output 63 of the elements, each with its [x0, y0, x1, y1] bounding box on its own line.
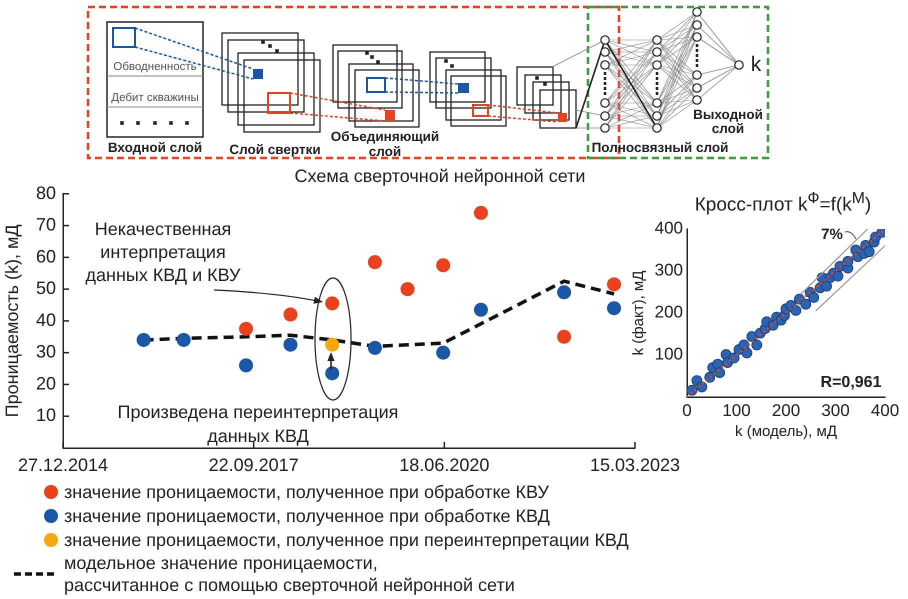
point — [400, 282, 415, 296]
point — [800, 298, 812, 310]
point — [436, 346, 450, 360]
y-tick-label: 30 — [36, 342, 56, 362]
legend-label: модельное значение проницаемости, рассчитанное с помощью сверточной нейронной сети — [64, 552, 515, 596]
y-tick-label: 400 — [654, 218, 683, 238]
point — [325, 296, 340, 310]
annotation: Некачественная интерпретация данных КВД и КВУ — [84, 218, 242, 287]
x-tick-label: 300 — [821, 400, 850, 420]
annotation: 7% — [821, 226, 843, 244]
y-tick-label: 200 — [654, 302, 683, 322]
x-tick-label: 100 — [722, 400, 751, 420]
x-axis-title: k (модель), мД — [735, 423, 837, 440]
point — [239, 358, 254, 372]
point — [239, 322, 254, 336]
point — [832, 270, 844, 282]
point — [790, 305, 802, 316]
point — [821, 280, 832, 292]
point — [368, 255, 382, 270]
point — [751, 340, 762, 350]
y-tick-label: 10 — [36, 405, 56, 426]
annotation: R=0,961 — [820, 373, 882, 392]
x-tick-label: 18.06.2020 — [399, 454, 490, 475]
point — [607, 301, 622, 316]
point — [808, 292, 820, 303]
y-tick-label: 50 — [36, 278, 56, 298]
text: Схема сверточной нейронной сети — [294, 165, 586, 188]
point — [436, 258, 450, 272]
x-tick-label: 15.03.2023 — [590, 454, 680, 475]
chart-title: Кросс-плот k$^{Ф}$=f(k$^{М}$) — [694, 189, 872, 218]
y-tick-label: 80 — [36, 182, 56, 203]
point — [474, 302, 488, 317]
point — [474, 206, 488, 220]
point — [136, 332, 151, 347]
point — [325, 338, 340, 352]
point — [607, 277, 622, 292]
point — [325, 366, 340, 380]
legend-label: значение проницаемости, полученное при обработке КВД — [64, 505, 550, 527]
point — [714, 367, 726, 378]
legend-label: значение проницаемости, полученное при переинтерпретации КВД — [64, 529, 629, 551]
point — [176, 332, 191, 347]
x-tick-label: 0 — [682, 400, 692, 420]
point — [283, 308, 298, 322]
point — [368, 340, 382, 355]
legend-label: значение проницаемости, полученное при обработке КВУ — [64, 481, 549, 503]
y-tick-label: 40 — [36, 310, 56, 330]
y-tick-label: 70 — [36, 214, 56, 235]
x-tick-label: 400 — [870, 400, 900, 420]
x-tick-label: 27.12.2014 — [18, 454, 108, 475]
point — [864, 246, 875, 258]
y-axis-title: k (факт), мД — [630, 270, 648, 356]
point — [557, 285, 572, 300]
y-tick-label: 100 — [654, 344, 683, 364]
x-tick-label: 22.09.2017 — [208, 454, 299, 475]
y-tick-label: 20 — [36, 373, 56, 394]
point — [283, 338, 298, 352]
point — [557, 330, 572, 344]
point — [741, 348, 752, 358]
y-tick-label: 300 — [654, 260, 683, 280]
x-tick-label: 200 — [772, 400, 800, 420]
y-axis-title: Проницаемость (k), мД — [2, 224, 22, 418]
annotation: Произведена переинтерпретация данных КВД — [116, 401, 400, 448]
y-tick-label: 60 — [36, 246, 56, 266]
